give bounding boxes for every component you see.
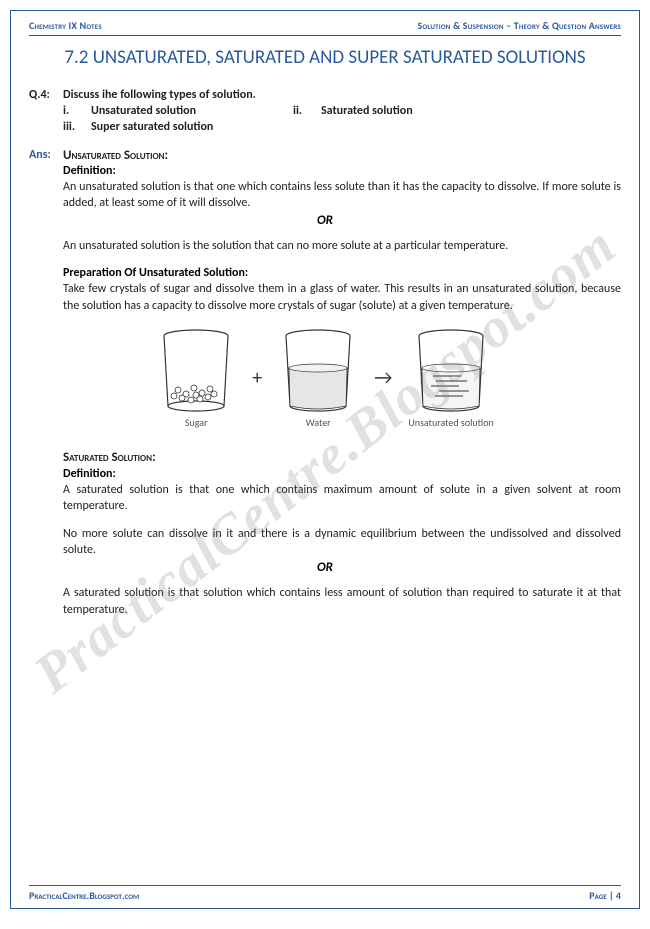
section-title: 7.2 UNSATURATED, SATURATED AND SUPER SAT…	[49, 46, 601, 70]
question-line: Q.4:Discuss ihe following types of solut…	[29, 88, 621, 102]
beaker-water: Water	[278, 328, 358, 429]
question-text: Discuss ihe following types of solution.	[63, 88, 256, 102]
footer-right: Page | 4	[589, 889, 621, 902]
unsat-def1: An unsaturated solution is that one whic…	[63, 179, 621, 211]
page-header: Chemistry IX Notes Solution & Suspension…	[29, 19, 621, 36]
arrow-icon: →	[374, 366, 392, 390]
item-ii-num: ii.	[293, 104, 321, 118]
sat-p2: No more solute can dissolve in it and th…	[63, 526, 621, 558]
beaker-diagram: Sugar + Water →	[29, 328, 621, 429]
unsat-def2: An unsaturated solution is the solution …	[63, 238, 621, 254]
header-left: Chemistry IX Notes	[29, 19, 102, 32]
item-iii-num: iii.	[63, 120, 91, 134]
page-footer: PracticalCentre.Blogspot.com Page | 4	[29, 885, 621, 902]
beaker-unsaturated: Unsaturated solution	[408, 328, 493, 429]
unsat-prep-label: Preparation Of Unsaturated Solution:	[63, 266, 621, 280]
answer-row: Ans: Unsaturated Solution:	[29, 148, 621, 163]
item-ii: Saturated solution	[321, 104, 413, 118]
beaker-water-label: Water	[306, 416, 331, 429]
unsat-prep-text: Take few crystals of sugar and dissolve …	[63, 281, 621, 313]
question-items-row1: i.Unsaturated solution ii.Saturated solu…	[63, 104, 621, 118]
question-label: Q.4:	[29, 88, 63, 102]
plus-icon: +	[252, 366, 262, 390]
answer-label: Ans:	[29, 148, 63, 163]
unsat-or: OR	[29, 213, 621, 228]
question-items-row2: iii.Super saturated solution	[63, 120, 621, 134]
page-frame: Chemistry IX Notes Solution & Suspension…	[10, 10, 640, 909]
sat-def-label: Definition:	[63, 467, 621, 481]
beaker-sugar-label: Sugar	[185, 416, 208, 429]
item-iii: Super saturated solution	[91, 120, 213, 134]
unsat-def-label: Definition:	[63, 164, 621, 178]
beaker-sugar: Sugar	[156, 328, 236, 429]
item-i: Unsaturated solution	[91, 104, 196, 118]
beaker-unsat-label: Unsaturated solution	[408, 416, 493, 429]
sat-def2: A saturated solution is that solution wh…	[63, 585, 621, 617]
unsat-heading: Unsaturated Solution:	[63, 148, 168, 163]
footer-left: PracticalCentre.Blogspot.com	[29, 889, 139, 902]
sat-or: OR	[29, 560, 621, 575]
header-right: Solution & Suspension – Theory & Questio…	[418, 19, 621, 32]
sat-def1: A saturated solution is that one which c…	[63, 482, 621, 514]
sat-heading-wrap: Saturated Solution:	[63, 447, 621, 466]
sat-heading: Saturated Solution:	[63, 450, 156, 465]
item-i-num: i.	[63, 104, 91, 118]
